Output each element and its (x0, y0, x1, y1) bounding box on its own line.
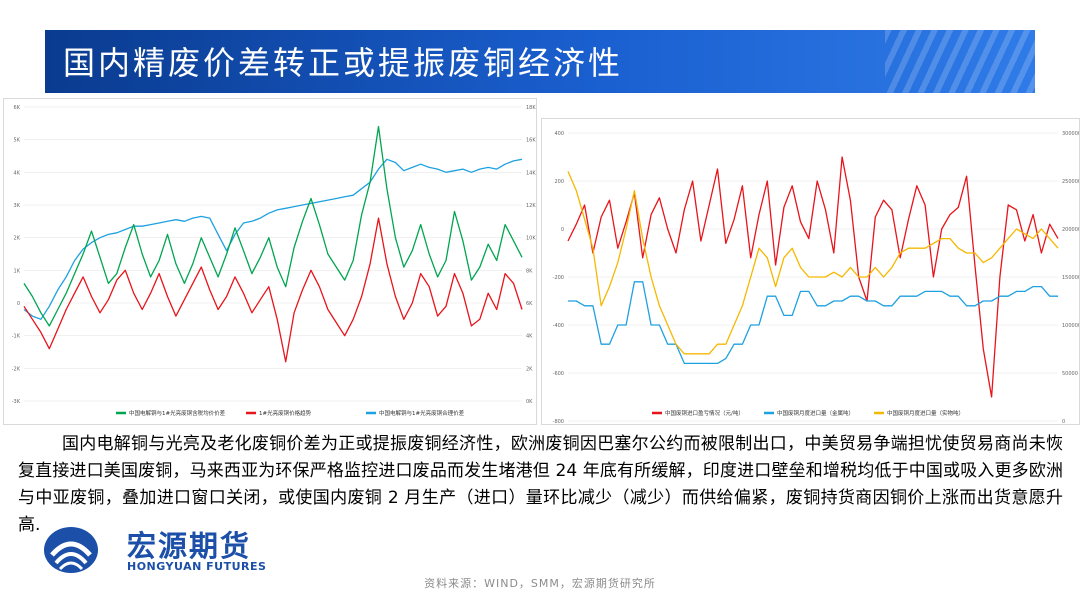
body-paragraph: 国内电解铜与光亮及老化废铜价差为正或提振废铜经济性，欧洲废铜因巴塞尔公约而被限制… (18, 434, 1063, 535)
right-tick-label: 300000 (1062, 131, 1079, 137)
series-line (567, 156, 1059, 398)
logo-mark-icon (44, 527, 98, 573)
right-tick-label: 2K (526, 366, 533, 372)
right-tick-label: 12K (526, 203, 536, 209)
left-tick-label: 400 (554, 131, 564, 137)
legend-label: 中国电解铜与1#光亮废铜含税均价价差 (129, 409, 226, 417)
right-tick-label: 18K (526, 105, 536, 111)
page-title: 国内精废价差转正或提振废铜经济性 (63, 44, 624, 82)
right-tick-label: 150000 (1062, 275, 1079, 281)
right-tick-label: 16K (526, 138, 536, 144)
right-tick-label: 4K (526, 334, 533, 340)
left-tick-label: 6K (14, 105, 21, 111)
title-bar: 国内精废价差转正或提振废铜经济性 (45, 30, 1035, 93)
right-tick-label: 200000 (1062, 227, 1079, 233)
left-tick-label: -3K (12, 399, 21, 405)
legend-label: 中国废铜月度进口量（实物吨） (887, 409, 964, 417)
left-tick-label: 4K (14, 170, 21, 176)
series-line (567, 171, 1059, 355)
right-tick-label: 100000 (1062, 323, 1079, 329)
legend-label: 1#光亮废铜价格趋势 (259, 409, 312, 417)
left-tick-label: -1K (12, 334, 21, 340)
left-tick-label: 0 (17, 301, 20, 307)
company-logo: 宏源期货 HONGYUAN FUTURES (42, 525, 312, 575)
chart-import-profit: -800 -600 -400 -200 0 200 400 0 50000 100000 15000… (541, 118, 1080, 425)
logo-text-en: HONGYUAN FUTURES (127, 560, 267, 573)
left-tick-label: 2K (14, 236, 21, 242)
left-tick-label: -800 (553, 419, 564, 424)
left-tick-label: -200 (553, 275, 564, 281)
series-line (23, 217, 523, 363)
legend-label: 中国电解铜与1#光亮废铜合理价差 (379, 409, 465, 417)
right-tick-label: 0K (526, 399, 533, 405)
left-tick-label: -2K (12, 366, 21, 372)
left-tick-label: 200 (554, 179, 564, 185)
right-tick-label: 14K (526, 170, 536, 176)
left-tick-label: -400 (553, 323, 564, 329)
logo-text-cn: 宏源期货 (127, 529, 252, 563)
right-tick-label: 8K (526, 268, 533, 274)
data-source-note: 资料来源：WIND，SMM，宏源期货研究所 (424, 577, 656, 590)
title-bar-decoration (885, 30, 1035, 93)
left-tick-label: 1K (14, 268, 21, 274)
right-tick-label: 10K (526, 236, 536, 242)
left-tick-label: 5K (14, 138, 21, 144)
series-line (23, 158, 523, 320)
series-line (23, 125, 523, 327)
left-tick-label: -600 (553, 371, 564, 377)
legend-label: 中国废铜月度进口量（金属吨） (777, 409, 854, 417)
left-tick-label: 0 (561, 227, 564, 233)
right-tick-label: 50000 (1062, 371, 1078, 377)
left-tick-label: 3K (14, 203, 21, 209)
right-tick-label: 0 (1062, 419, 1065, 424)
chart-price-spread: -3K -2K -1K 0 1K 2K 3K 4K 5K 6K 0K 2K 4K 6K 8K 10K 12K 14… (3, 98, 537, 425)
right-tick-label: 250000 (1062, 179, 1079, 185)
chart-price-spread-svg: -3K -2K -1K 0 1K 2K 3K 4K 5K 6K 0K 2K 4K 6K 8K 10K 12K 14… (12, 105, 537, 417)
right-tick-label: 6K (526, 301, 533, 307)
chart-import-profit-svg: -800 -600 -400 -200 0 200 400 0 50000 100000 15000… (553, 131, 1080, 425)
legend-label: 中国废铜进口盈亏情况（元/吨） (665, 409, 744, 417)
series-line (568, 281, 1058, 365)
